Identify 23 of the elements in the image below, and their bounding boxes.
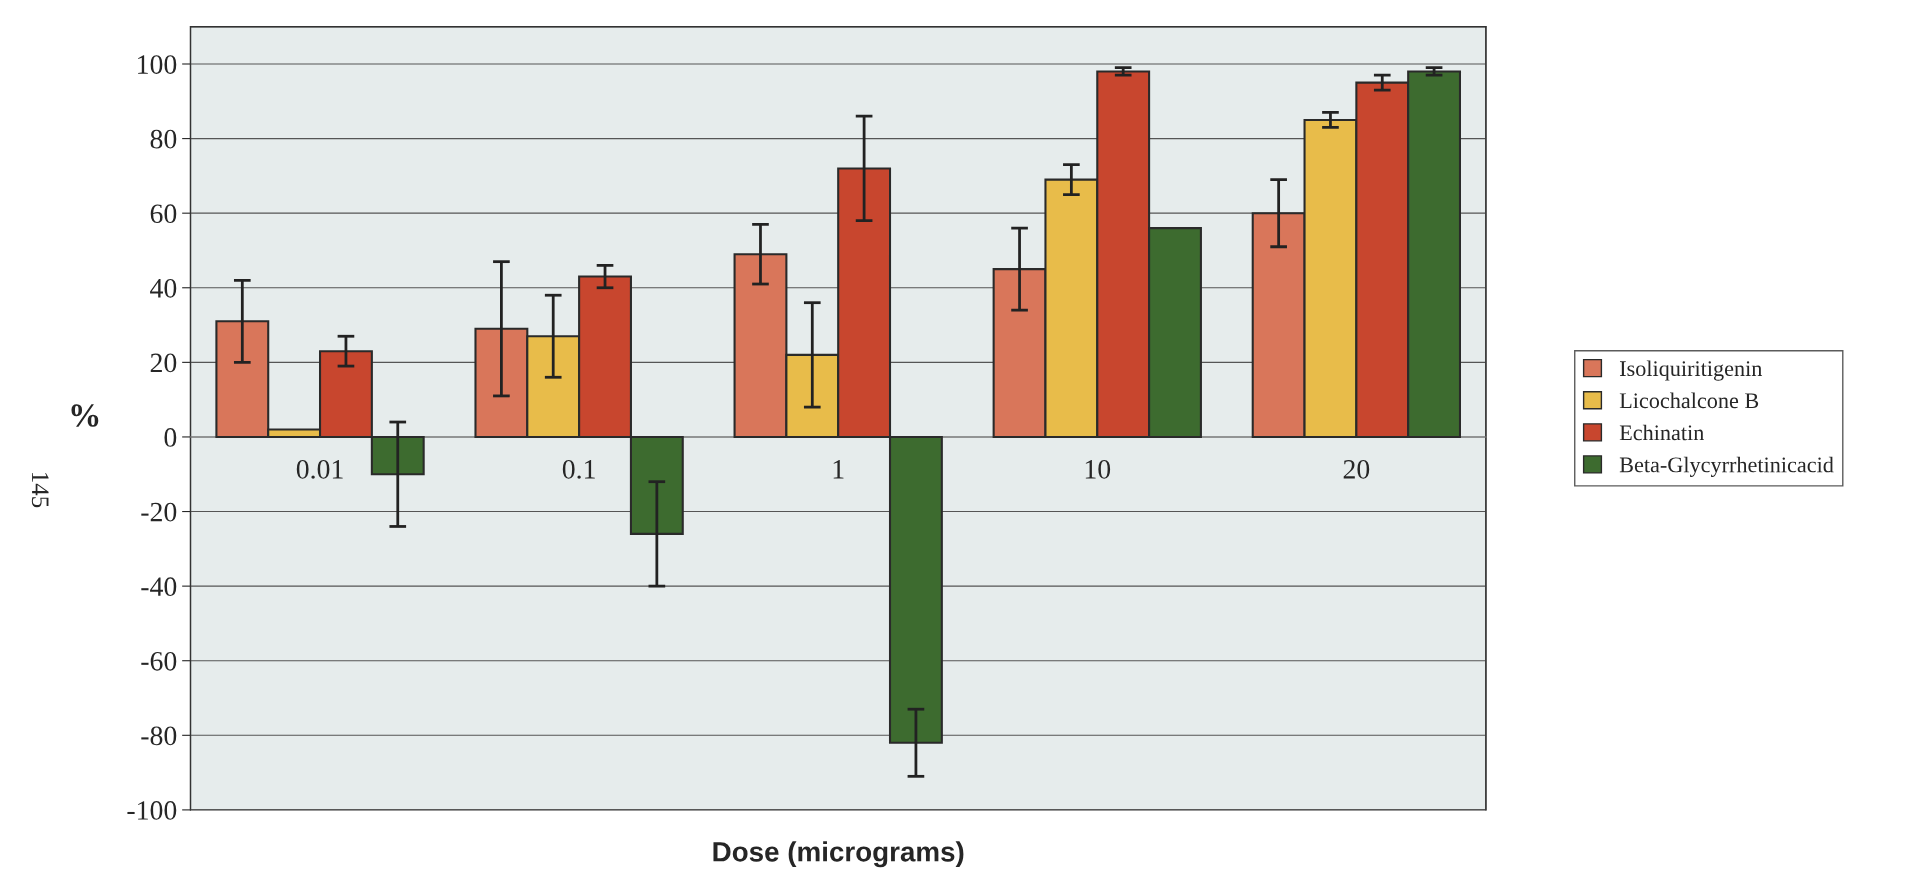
x-tick-label: 0.01: [296, 459, 343, 479]
y-tick-label: 0: [164, 428, 177, 447]
y-tick-label: -40: [141, 577, 177, 597]
y-tick-label: -80: [141, 726, 177, 746]
y-tick-label: 80: [150, 129, 177, 149]
y-tick-label: 100: [138, 55, 177, 74]
legend-label: Isoliquiritigenin: [1619, 360, 1763, 381]
x-tick-label: 20: [1343, 459, 1370, 479]
legend-label: Echinatin: [1619, 424, 1704, 441]
x-axis-title: Dose (micrograms): [713, 841, 964, 868]
y-tick-label: 20: [150, 353, 177, 373]
text: 145: [31, 472, 49, 508]
y-tick-label: -20: [141, 502, 177, 522]
y-tick-label: -100: [127, 801, 177, 820]
x-tick-label: 10: [1085, 459, 1111, 479]
legend-label: Beta-Glycyrrhetinicacid: [1619, 456, 1834, 477]
x-tick-label: 0.1: [562, 459, 595, 479]
y-axis-title: %: [71, 404, 99, 427]
legend-label: Licochalcone B: [1619, 392, 1759, 409]
x-tick-label: 1: [833, 460, 844, 479]
y-tick-label: 60: [150, 204, 177, 224]
y-tick-label: -60: [141, 651, 177, 671]
y-tick-label: 40: [150, 278, 177, 298]
